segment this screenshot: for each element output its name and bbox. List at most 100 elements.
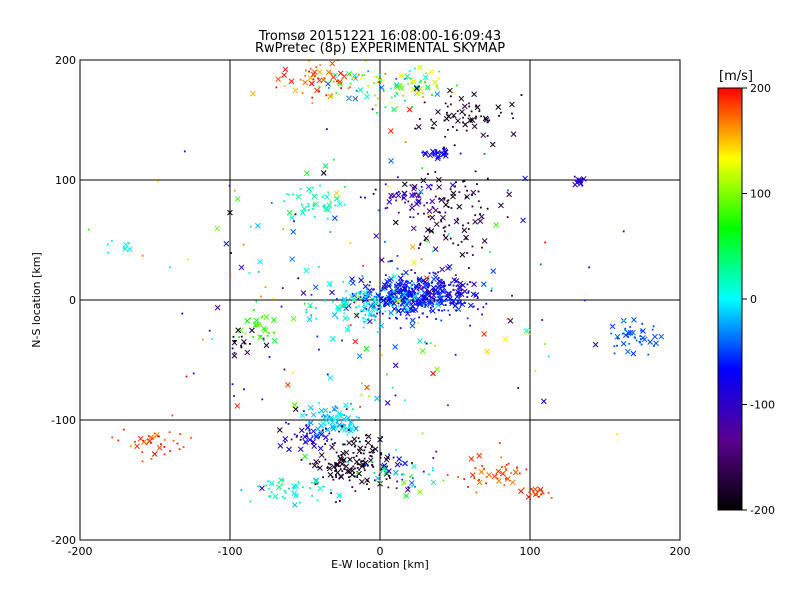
data-point-dot	[379, 456, 382, 459]
plot-area: -200 -100 0 100 200 -200 -100 0 100 200	[51, 54, 690, 558]
data-point-dot	[380, 453, 382, 456]
data-point-dot	[342, 423, 345, 426]
data-point-dot	[428, 241, 431, 244]
data-point-dot	[522, 487, 525, 490]
data-point-x	[252, 322, 259, 328]
data-point-x	[484, 348, 491, 355]
data-point-dot	[351, 486, 354, 489]
data-point-dot	[424, 306, 427, 308]
data-point-x	[364, 384, 370, 391]
data-point-dot	[356, 472, 359, 474]
data-point-dot	[355, 455, 358, 457]
data-point-dot	[373, 314, 375, 317]
data-point-dot	[437, 289, 440, 292]
data-point-dot	[411, 293, 414, 296]
data-point-x	[436, 283, 443, 289]
data-point-x	[126, 246, 133, 253]
data-point-dot	[464, 302, 466, 304]
data-point-x	[450, 193, 456, 200]
data-point-dot	[393, 303, 396, 306]
data-point-dot	[474, 117, 477, 120]
data-point-dot	[327, 191, 330, 194]
data-point-dot	[395, 199, 398, 202]
data-point-x	[409, 244, 416, 250]
data-point-dot	[431, 230, 434, 233]
data-point-x	[299, 412, 306, 419]
data-point-dot	[294, 213, 297, 216]
data-point-dot	[476, 297, 479, 300]
data-point-dot	[347, 429, 350, 431]
data-point-x	[359, 478, 365, 485]
data-point-dot	[343, 312, 346, 315]
data-point-x	[343, 402, 349, 409]
data-point-x	[292, 406, 299, 413]
data-point-x	[311, 443, 318, 449]
data-point-x	[323, 434, 329, 441]
data-point-dot	[411, 484, 414, 487]
data-point-dot	[357, 297, 360, 300]
data-point-dot	[390, 284, 393, 287]
data-point-dot	[405, 317, 408, 320]
data-point-dot	[516, 466, 518, 469]
data-point-dot	[425, 291, 428, 294]
data-point-dot	[454, 185, 457, 188]
data-point-dot	[405, 287, 407, 290]
data-point-x	[455, 117, 461, 124]
data-point-dot	[397, 191, 400, 193]
data-point-dot	[208, 329, 211, 332]
data-point-dot	[369, 314, 372, 316]
data-point-dot	[282, 479, 285, 481]
data-point-dot	[460, 289, 463, 292]
data-point-dot	[400, 288, 402, 290]
data-point-dot	[309, 487, 311, 490]
data-point-dot	[386, 465, 388, 468]
data-point-dot	[541, 492, 544, 495]
data-point-dot	[356, 312, 359, 315]
data-point-dot	[160, 443, 162, 445]
data-point-dot	[354, 77, 357, 80]
data-point-dot	[393, 472, 396, 475]
data-point-x	[432, 246, 439, 253]
data-point-dot	[277, 481, 280, 484]
data-point-dot	[433, 289, 436, 292]
data-point-x	[423, 275, 430, 281]
data-point-x	[416, 276, 423, 282]
data-point-dot	[337, 455, 340, 457]
data-point-dot	[304, 74, 307, 77]
data-point-dot	[328, 416, 330, 418]
data-point-dot	[371, 108, 374, 111]
data-point-dot	[324, 299, 326, 302]
data-point-dot	[432, 150, 435, 153]
data-point-dot	[409, 291, 412, 293]
data-point-x	[331, 312, 338, 318]
data-point-dot	[364, 464, 367, 466]
data-point-dot	[367, 464, 369, 467]
data-point-dot	[396, 106, 399, 109]
data-point-dot	[375, 75, 378, 78]
data-point-dot	[388, 317, 391, 320]
data-point-dot	[407, 200, 410, 203]
data-point-dot	[329, 411, 331, 414]
data-point-x	[281, 72, 287, 78]
data-point-x	[329, 419, 336, 426]
data-point-dot	[403, 194, 406, 196]
data-point-x	[302, 434, 308, 440]
data-point-x	[333, 190, 340, 197]
data-point-x	[426, 208, 433, 214]
data-point-dot	[652, 325, 655, 328]
data-point-dot	[275, 496, 278, 499]
data-point-dot	[378, 311, 381, 314]
data-point-dot	[410, 203, 413, 206]
data-point-dot	[255, 300, 258, 303]
data-point-dot	[615, 433, 618, 436]
data-point-dot	[181, 312, 184, 315]
data-point-x	[427, 152, 434, 159]
data-point-dot	[395, 312, 398, 315]
data-point-dot	[412, 216, 415, 219]
data-point-dot	[442, 479, 445, 482]
data-point-dot	[442, 280, 445, 283]
data-point-x	[495, 104, 502, 110]
data-point-dot	[372, 192, 375, 195]
colorbar-tick-label: -200	[750, 504, 775, 517]
data-point-dot	[368, 395, 371, 398]
